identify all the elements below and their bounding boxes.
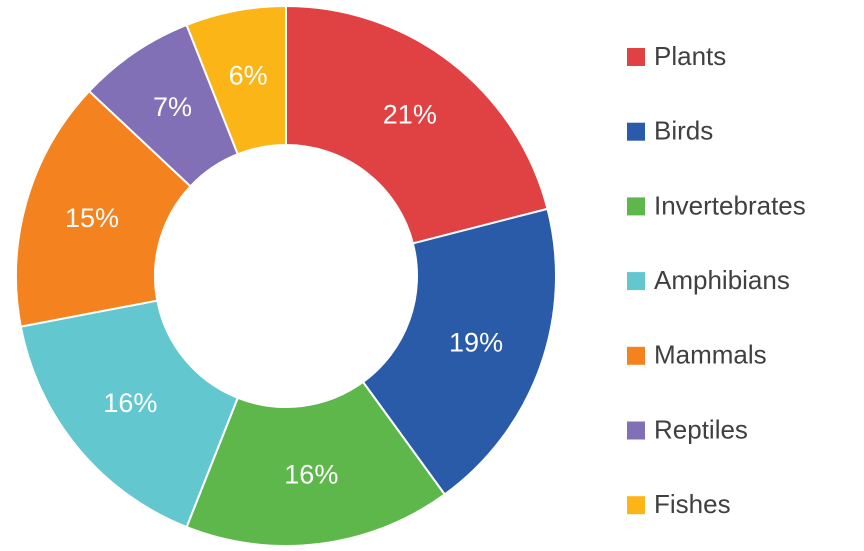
slice-label: 16% [103,388,157,418]
legend-swatch [627,496,645,515]
legend-label: Invertebrates [654,190,806,220]
legend-label: Birds [654,116,713,146]
donut-slice [185,380,447,547]
donut-slice [185,4,287,156]
legend-label: Amphibians [654,265,790,295]
donut-slice [19,299,240,529]
legend-swatch [627,272,645,291]
donut-slice [15,89,192,328]
slice-label: 21% [383,100,437,130]
legend-swatch [627,48,645,66]
legend-label: Fishes [654,489,731,519]
legend-label: Plants [654,41,726,71]
legend-swatch [627,346,645,365]
slice-label: 15% [65,203,119,233]
donut-slice [361,207,557,496]
slice-label: 19% [449,328,503,358]
legend-swatch [627,421,645,440]
legend-label: Mammals [654,340,767,370]
slice-label: 7% [153,92,192,122]
donut-slice [285,4,549,245]
slice-label: 16% [284,460,338,490]
legend-swatch [627,122,645,141]
legend-swatch [627,197,645,216]
slice-label: 6% [229,61,268,91]
legend-label: Reptiles [654,414,748,444]
